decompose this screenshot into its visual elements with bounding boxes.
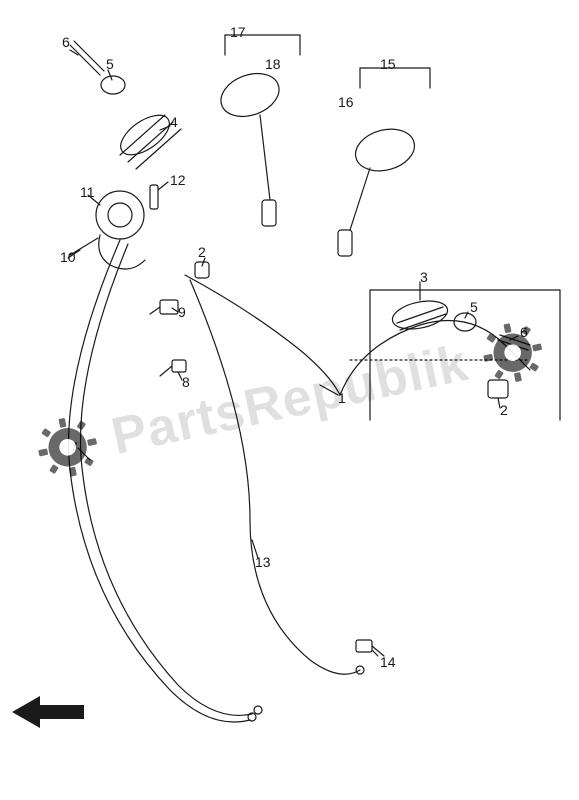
callout-14: 14: [380, 654, 396, 670]
callout-17: 17: [230, 24, 246, 40]
callout-6b: 6: [62, 34, 70, 50]
callout-13: 13: [255, 554, 271, 570]
callout-6c: 6: [520, 324, 528, 340]
diagram-stage: 1 2 2 3 4 5 5 6 6 7 8 9 10 11 12 13 14 1…: [0, 0, 579, 800]
callout-12: 12: [170, 172, 186, 188]
callout-10: 10: [60, 249, 76, 265]
parts-diagram-svg: [0, 0, 579, 800]
callout-11: 11: [80, 184, 95, 200]
direction-arrow-icon: [12, 694, 84, 730]
callout-4: 4: [170, 114, 178, 130]
callout-5b: 5: [470, 299, 478, 315]
callout-8: 8: [182, 374, 190, 390]
callout-6a: 1: [338, 390, 346, 406]
callout-3: 3: [420, 269, 428, 285]
callout-2a: 2: [198, 244, 206, 260]
callout-5a: 5: [106, 56, 114, 72]
callout-16: 16: [338, 94, 354, 110]
callout-2b: 2: [500, 402, 508, 418]
callout-15: 15: [380, 56, 396, 72]
callout-18: 18: [265, 56, 281, 72]
callout-9: 9: [178, 304, 186, 320]
callout-7: 7: [70, 439, 78, 455]
